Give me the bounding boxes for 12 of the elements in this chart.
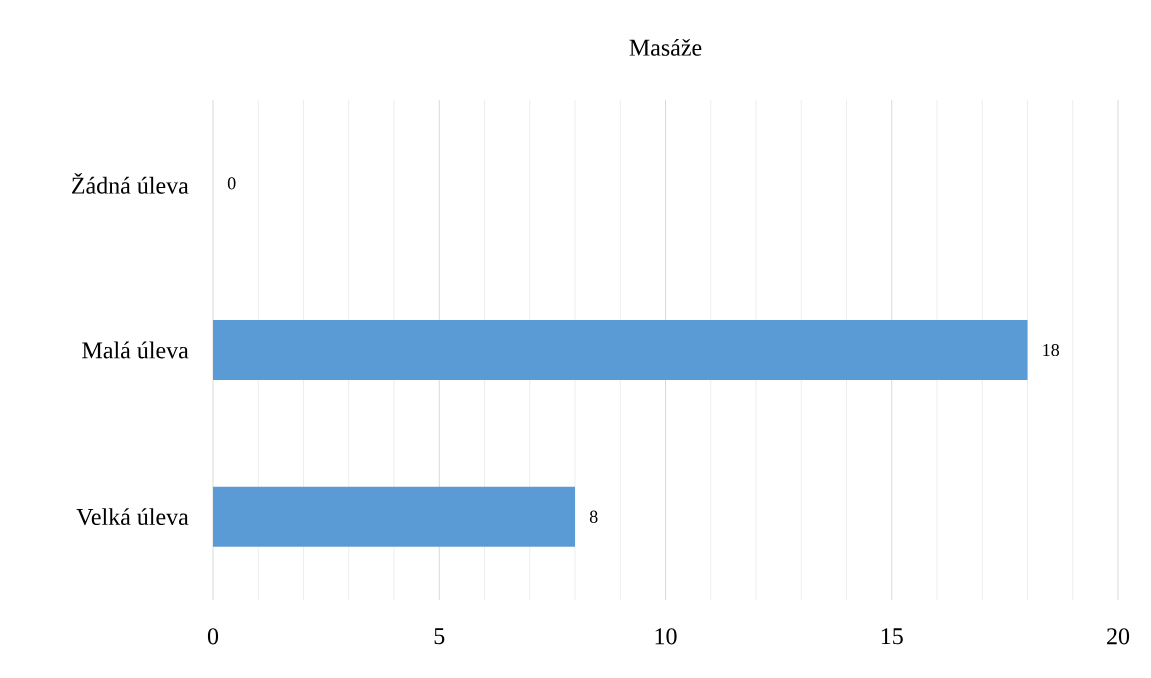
x-tick-label: 10 xyxy=(655,628,677,645)
chart-title: Masáže xyxy=(629,38,702,56)
x-tick-label: 15 xyxy=(881,628,903,645)
y-tick-label: Žádná úleva xyxy=(72,172,189,194)
data-label: 0 xyxy=(227,177,236,190)
x-tick-label: 0 xyxy=(207,628,219,645)
data-label: 8 xyxy=(589,510,598,523)
data-label: 18 xyxy=(1043,343,1060,357)
x-tick-label: 5 xyxy=(434,628,445,645)
y-tick-label: Velká úleva xyxy=(76,508,189,526)
y-tick-label: Malá úleva xyxy=(82,341,189,359)
x-tick-label: 20 xyxy=(1107,628,1130,645)
